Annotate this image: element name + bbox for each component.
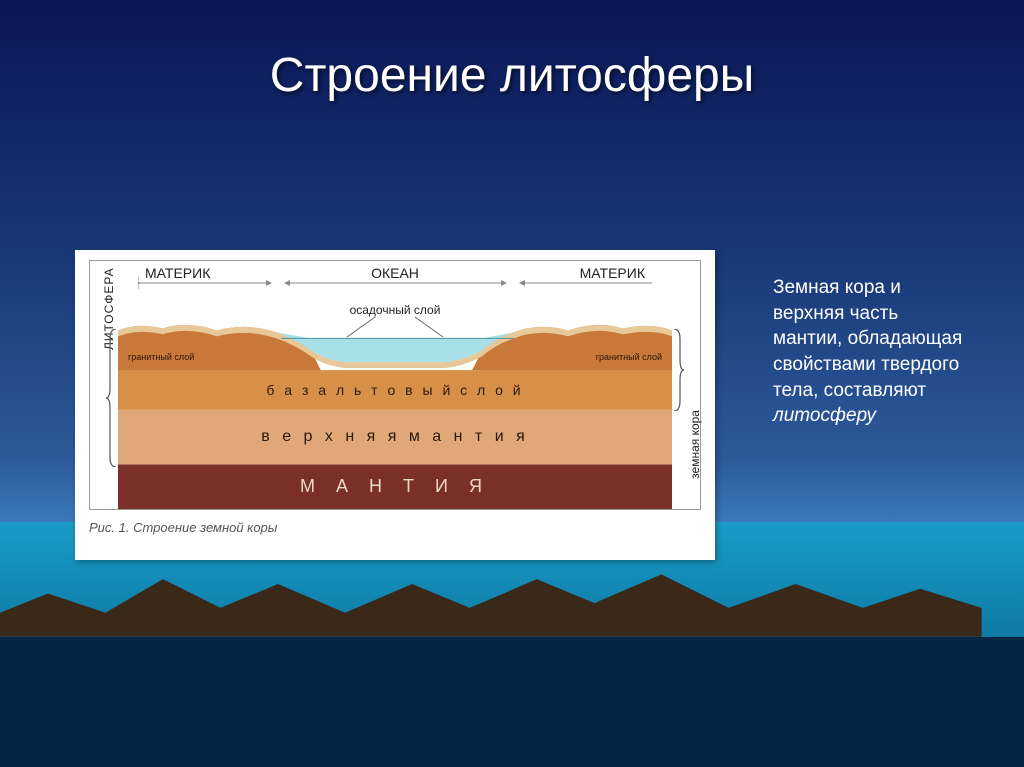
brace-right (672, 329, 684, 411)
diagram-container: МАТЕРИК ОКЕАН МАТЕРИК осадочный слой (75, 250, 715, 560)
diagram-caption: Рис. 1. Строение земной коры (89, 520, 701, 535)
label-granite-left: гранитный слой (128, 353, 194, 362)
mountain-silhouette (0, 560, 982, 637)
caption-text: Рис. 1. Строение земной коры (89, 520, 277, 535)
label-granite-right: гранитный слой (596, 353, 662, 362)
page-title: Строение литосферы (0, 48, 1024, 103)
brace-left (106, 329, 118, 467)
layer-basalt: б а з а л ь т о в ы й с л о й (118, 370, 672, 410)
ground-band (0, 637, 1024, 767)
side-description: Земная кора и верхняя часть мантии, обла… (773, 275, 968, 429)
label-crust: земная кора (688, 410, 702, 479)
side-text-emphasis: литосферу (773, 405, 876, 426)
side-text-body: Земная кора и верхняя часть мантии, обла… (773, 277, 962, 401)
layer-mantle: М А Н Т И Я (118, 464, 672, 509)
layer-upper-mantle: в е р х н я я м а н т и я (118, 410, 672, 465)
diagram: МАТЕРИК ОКЕАН МАТЕРИК осадочный слой (89, 260, 701, 510)
slide: Строение литосферы Земная кора и верхняя… (0, 0, 1024, 767)
